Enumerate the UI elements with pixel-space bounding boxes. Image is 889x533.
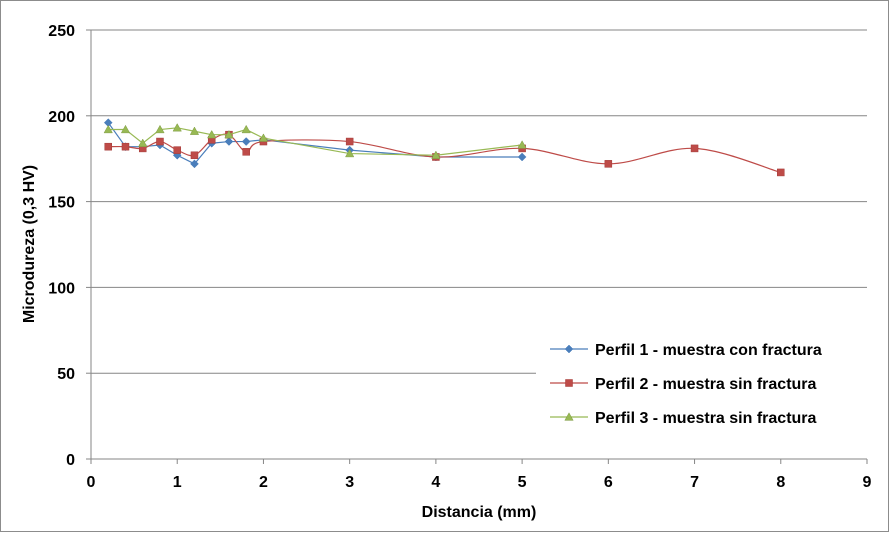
axes [86, 29, 868, 464]
series-3-point-7 [224, 129, 234, 139]
series-2-point-4 [173, 146, 181, 154]
series-3-point-1 [120, 124, 131, 134]
series-2-point-13 [604, 160, 613, 168]
legend-item-2: Perfil 2 - muestra sin fractura [550, 376, 817, 393]
y-axis-title: Microdureza (0,3 HV) [21, 165, 38, 323]
y-tick-label-5: 250 [48, 23, 75, 40]
series-3-point-3 [155, 124, 165, 134]
series-2-point-14 [690, 144, 699, 153]
x-tick-label-0: 0 [87, 474, 96, 491]
series-2-point-5 [190, 151, 199, 160]
x-tick-label-7: 7 [690, 474, 699, 491]
series-3-point-0 [103, 124, 113, 134]
series-3-point-12 [517, 140, 527, 149]
tick-labels: 0 50 100 150 200 250 0 1 2 3 4 5 6 7 8 9 [48, 23, 871, 491]
series-1-point-5 [190, 159, 199, 169]
legend-marker-2 [565, 379, 573, 387]
legend-item-3: Perfil 3 - muestra sin fractura [550, 410, 817, 427]
series-3-point-9 [258, 133, 269, 142]
legend: Perfil 1 - muestra con fractura Perfil 2 … [550, 342, 822, 427]
series-3-point-4 [172, 123, 182, 132]
legend-item-1: Perfil 1 - muestra con fractura [550, 342, 822, 359]
series-1-point-12 [517, 152, 527, 162]
x-tick-label-2: 2 [259, 474, 268, 491]
series-3-point-6 [207, 129, 217, 139]
x-tick-label-1: 1 [173, 474, 182, 491]
x-tick-label-4: 4 [431, 474, 440, 491]
legend-marker-3 [564, 412, 574, 421]
series-3-point-5 [189, 126, 200, 135]
legend-marker-1 [564, 344, 574, 354]
series-2-point-3 [156, 137, 164, 146]
series-2-point-0 [104, 142, 112, 151]
series-2-point-8 [242, 148, 250, 156]
legend-label-2: Perfil 2 - muestra sin fractura [595, 376, 817, 393]
x-tick-label-9: 9 [863, 474, 872, 491]
y-tick-label-0: 0 [66, 452, 75, 469]
x-axis-title: Distancia (mm) [422, 504, 537, 521]
y-tick-label-1: 50 [57, 366, 75, 383]
series-3-point-2 [138, 138, 148, 147]
series-3-point-11 [431, 150, 441, 159]
series-3-point-8 [241, 124, 251, 134]
y-tick-label-2: 100 [48, 280, 75, 297]
gridlines [91, 29, 867, 374]
series-1 [103, 118, 527, 169]
series-3 [103, 123, 527, 159]
legend-label-3: Perfil 3 - muestra sin fractura [595, 410, 817, 427]
series-layer [103, 118, 785, 177]
x-tick-label-6: 6 [604, 474, 613, 491]
y-tick-label-4: 200 [48, 109, 75, 126]
series-2 [104, 130, 785, 177]
series-1-point-8 [241, 137, 251, 146]
y-tick-label-3: 150 [48, 195, 75, 212]
series-3-point-10 [345, 148, 355, 158]
series-2-point-15 [777, 168, 785, 177]
x-tick-label-5: 5 [518, 474, 527, 491]
series-1-point-7 [224, 137, 234, 146]
series-2-point-10 [345, 137, 354, 146]
x-tick-label-8: 8 [776, 474, 785, 491]
series-2-point-1 [121, 142, 130, 151]
legend-label-1: Perfil 1 - muestra con fractura [595, 342, 822, 359]
x-tick-label-3: 3 [345, 474, 354, 491]
